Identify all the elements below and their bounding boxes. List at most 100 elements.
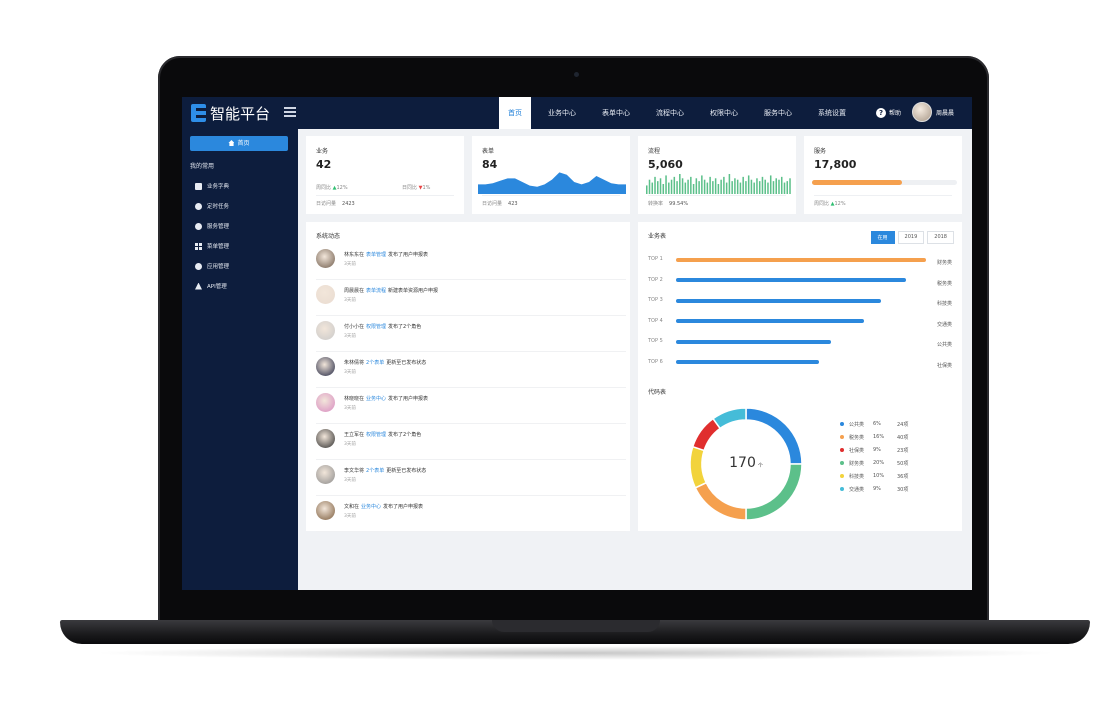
nav-item-home[interactable]: 首页 [499, 97, 531, 129]
stat-title: 业务 [316, 148, 329, 155]
stat-wow-label: 周同比 [316, 185, 332, 191]
main-nav: 首页 业务中心 表单中心 流程中心 权限中心 服务中心 系统设置 [499, 97, 863, 129]
stat-card-process[interactable]: 流程 5,060 转换率 99.54% [638, 136, 796, 214]
feed-user: 周晨晨在 [344, 288, 365, 294]
stat-value: 84 [482, 158, 498, 171]
feed-item[interactable]: 朱林倩将 2个表单 更新至已发布状态 3天前 [316, 352, 626, 388]
help-icon[interactable]: ? [876, 108, 886, 118]
user-avatar[interactable] [912, 102, 932, 122]
feed-action: 更新至已发布状态 [386, 468, 427, 474]
bar [684, 182, 687, 194]
grid-icon [195, 242, 202, 250]
legend-count: 40项 [897, 434, 909, 441]
legend-row: 社保类 9% 23项 [840, 446, 908, 454]
feed-link[interactable]: 表单流程 [366, 288, 387, 294]
stat-card-forms[interactable]: 表单 84 日访问量 423 [472, 136, 630, 214]
bar [648, 179, 651, 194]
sidebar-item-service[interactable]: 服务管理 [195, 220, 229, 232]
legend-dot [840, 435, 844, 439]
feed-link[interactable]: 权限管理 [366, 432, 387, 438]
stat-dod: 日同比 ▼1% [402, 184, 430, 191]
nav-item-business[interactable]: 业务中心 [548, 109, 576, 117]
stat-daily-value: 423 [508, 201, 518, 207]
nav-item-permission[interactable]: 权限中心 [710, 109, 738, 117]
legend-name: 交通类 [849, 486, 865, 493]
nav-item-forms[interactable]: 表单中心 [602, 109, 630, 117]
logo-icon [191, 104, 206, 122]
sidebar-item-dictionary[interactable]: 业务字典 [195, 180, 229, 192]
stat-wow-value: 12% [834, 201, 846, 207]
help-label[interactable]: 帮助 [889, 110, 902, 117]
sidebar-item-home[interactable]: 首页 [190, 136, 288, 151]
feed-time: 3天前 [344, 406, 356, 411]
trend-down-icon: ▼ [418, 185, 423, 191]
feed-time: 3天前 [344, 442, 356, 447]
avatar [316, 249, 335, 268]
feed-link[interactable]: 表单管理 [366, 252, 387, 258]
feed-item[interactable]: 李文华将 2个表单 更新至已发布状态 3天前 [316, 460, 626, 496]
bar [665, 175, 667, 194]
feed-item[interactable]: 付小小在 权限管理 发布了2个角色 3天前 [316, 316, 626, 352]
divider [482, 195, 620, 196]
stat-daily: 日访问量 423 [482, 200, 518, 207]
divider [648, 195, 786, 196]
legend-row: 公共类 6% 24项 [840, 420, 908, 428]
feed-item[interactable]: 周晨晨在 表单流程 新建表单资源用户申报 3天前 [316, 280, 626, 316]
feed-item[interactable]: 林晓晓在 业务中心 发布了用户申报表 3天前 [316, 388, 626, 424]
service-progress-track [812, 180, 957, 185]
tab-in-use[interactable]: 在用 [870, 231, 895, 244]
feed-link[interactable]: 权限管理 [366, 324, 387, 330]
legend-dot [840, 422, 844, 426]
sidebar-item-label: 菜单管理 [207, 244, 230, 250]
nav-item-service[interactable]: 服务中心 [764, 109, 792, 117]
feed-user: 林东东在 [344, 252, 365, 258]
feed-text: 王立军在 权限管理 发布了2个角色 [344, 431, 421, 438]
avatar [316, 285, 335, 304]
feed-action: 发布了2个角色 [388, 324, 422, 330]
bar [739, 182, 742, 194]
stat-card-business[interactable]: 业务 42 周同比 ▲12% 日同比 ▼1% 日访问量 2423 [306, 136, 464, 214]
feed-link[interactable]: 2个表单 [366, 360, 385, 366]
sidebar-item-api[interactable]: API管理 [195, 280, 227, 292]
bar [769, 175, 772, 194]
nav-item-settings[interactable]: 系统设置 [818, 109, 846, 117]
sidebar-item-app[interactable]: 应用管理 [195, 260, 229, 272]
legend-percent: 16% [873, 434, 885, 440]
feed-item[interactable]: 王立军在 权限管理 发布了2个角色 3天前 [316, 424, 626, 460]
feed-text: 付小小在 权限管理 发布了2个角色 [344, 323, 421, 330]
legend-dot [840, 461, 844, 465]
bar [753, 182, 755, 194]
feed-link[interactable]: 2个表单 [366, 468, 385, 474]
bar [783, 182, 786, 194]
bar [668, 182, 670, 194]
feed-link[interactable]: 业务中心 [366, 396, 387, 402]
bar [717, 184, 720, 194]
legend-count: 23项 [897, 447, 909, 454]
bar [670, 179, 673, 194]
legend-name: 税务类 [849, 434, 865, 441]
legend-percent: 6% [873, 421, 881, 427]
nav-item-process[interactable]: 流程中心 [656, 109, 684, 117]
feed-action: 发布了2个角色 [388, 432, 422, 438]
tab-2018[interactable]: 2018 [927, 231, 954, 244]
sidebar-item-schedule[interactable]: 定时任务 [195, 200, 229, 212]
bar [786, 181, 789, 194]
tab-2019[interactable]: 2019 [897, 231, 925, 244]
sidebar-item-label: 应用管理 [207, 264, 230, 270]
feed-user: 李文华将 [344, 468, 365, 474]
feed-item[interactable]: 林东东在 表单管理 发布了用户申报表 3天前 [316, 244, 626, 280]
bar [778, 179, 780, 194]
sidebar-item-label: 服务管理 [207, 224, 230, 230]
stat-card-service[interactable]: 服务 17,800 周同比 ▲12% [804, 136, 962, 214]
bar [662, 184, 665, 194]
user-name[interactable]: 周晨晨 [936, 110, 955, 117]
feed-item[interactable]: 文和在 业务中心 发布了用户申报表 3天前 [316, 496, 626, 532]
stat-rate: 转换率 99.54% [648, 200, 688, 207]
sidebar-item-menu[interactable]: 菜单管理 [195, 240, 229, 252]
feed-link[interactable]: 业务中心 [361, 504, 382, 510]
bar [692, 184, 695, 194]
api-icon [195, 282, 202, 290]
menu-toggle-icon[interactable] [284, 107, 296, 117]
divider [316, 195, 454, 196]
forms-area-chart [478, 172, 626, 194]
